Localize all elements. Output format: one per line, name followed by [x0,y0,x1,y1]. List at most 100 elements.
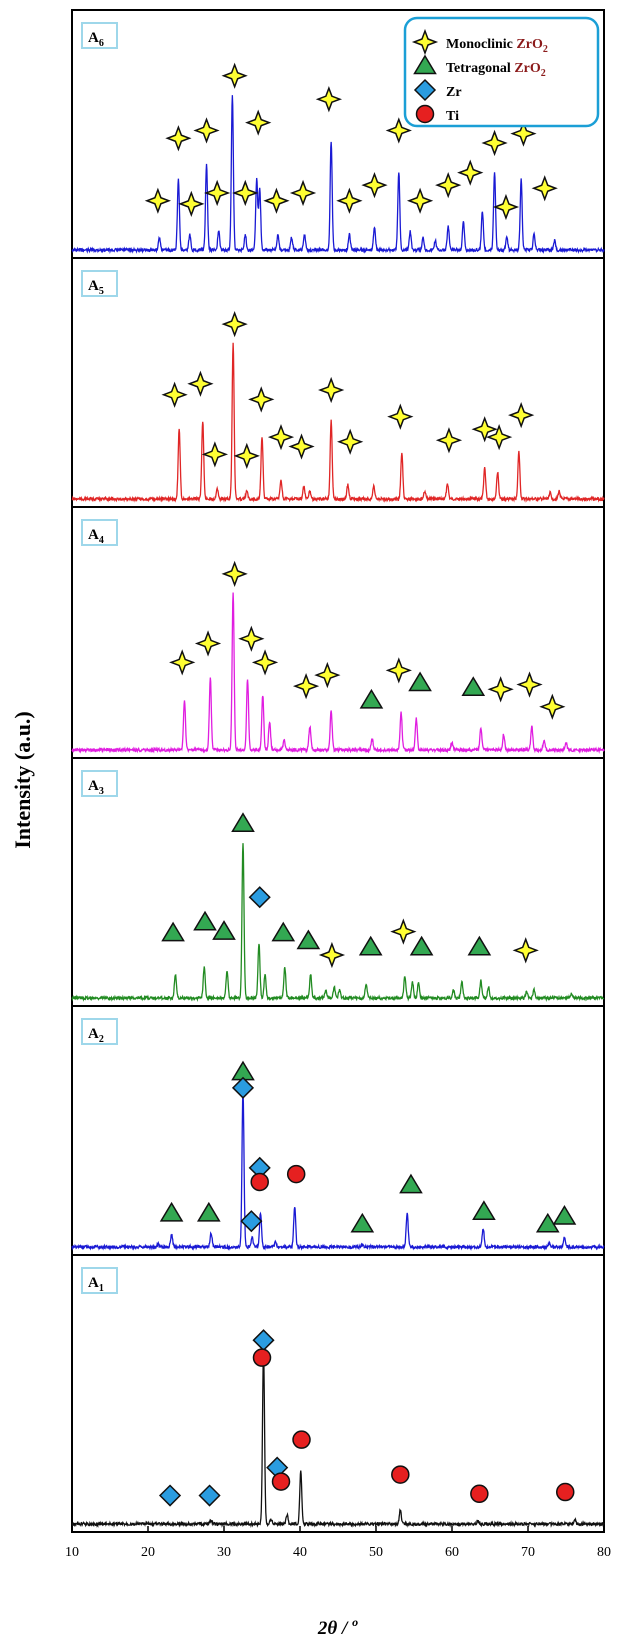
star-marker [233,442,260,470]
panel-label-box [81,1267,118,1294]
triangle-marker [359,688,384,709]
panel-frame [71,1005,605,1256]
triangle-marker [350,1212,375,1233]
phase-markers [144,62,558,221]
star-marker [221,560,248,588]
circle-icon [415,104,435,124]
star-icon [411,28,439,56]
star-marker [387,403,414,430]
triangle-marker [271,921,296,942]
triangle-marker [409,935,434,956]
star-marker [516,671,543,698]
diffraction-curve [71,95,605,255]
circle-marker [391,1465,410,1484]
circle-marker [250,1172,269,1192]
star-marker [390,918,417,945]
diamond-marker [252,1329,275,1352]
triangle-marker [231,812,255,833]
panel-frame [71,757,605,1007]
triangle-marker [358,935,383,956]
panel-a1: A1 [71,1254,605,1533]
x-tick-label: 20 [141,1545,155,1560]
star-marker [457,159,484,186]
star-marker [194,630,222,657]
phase-markers [158,1329,575,1507]
diffraction-curve [71,1089,605,1252]
star-marker [385,117,412,144]
star-marker [221,62,248,89]
triangle-marker [212,920,236,940]
star-marker [245,109,272,136]
diamond-marker [248,886,271,909]
panel-label-box [81,270,118,297]
circle-marker [252,1348,272,1367]
star-marker [201,441,229,468]
triangle-marker [467,935,492,956]
star-marker [289,179,317,207]
panel-label: A6 [81,22,118,49]
panel-label-text: A6 [88,30,104,49]
panel-a3: A3 [71,757,605,1007]
star-marker [232,179,259,207]
star-marker [487,676,514,703]
star-marker [492,193,520,221]
panel-label-box [81,1018,118,1045]
star-marker [508,401,535,429]
star-marker [263,187,290,214]
panel-frame [71,506,605,759]
legend-entry-label: Ti [446,109,459,124]
triangle-marker [461,676,486,696]
star-marker [267,423,295,451]
star-marker [169,649,196,676]
diamond-marker [240,1210,263,1233]
star-marker [336,187,363,214]
triangle-marker [535,1212,560,1233]
x-tick-label: 50 [369,1545,383,1560]
diamond-marker [231,1076,255,1099]
star-marker [165,125,192,152]
star-marker [193,117,220,144]
x-axis-label: 2θ / o [317,1615,358,1639]
diamond-icon [413,78,437,102]
phase-markers [169,560,566,720]
star-marker [318,941,346,969]
legend: Monoclinic ZrO2 Tetragonal ZrO2 Zr Ti [403,16,600,128]
star-marker [481,129,508,157]
diamond-marker [198,1484,221,1507]
panel-label-box [81,22,118,49]
panel-label-text: A2 [88,1026,104,1045]
x-tick-label: 60 [445,1545,459,1560]
star-marker [238,625,265,652]
triangle-marker [193,910,217,931]
star-marker [318,376,345,404]
circle-marker [271,1472,291,1491]
circle-marker [292,1430,311,1449]
star-marker [161,381,188,408]
star-marker [288,433,315,460]
diffraction-curve [71,843,605,1002]
star-marker [485,423,513,451]
star-marker [314,661,341,689]
triangle-icon [413,54,437,75]
panel-frame [71,1254,605,1533]
x-tick-label: 80 [597,1545,611,1560]
star-marker [435,427,463,454]
star-marker [144,187,172,214]
panel-label-text: A4 [88,527,104,546]
panel-a5: A5 [71,257,605,508]
triangle-marker [161,921,185,942]
star-marker [539,693,566,720]
y-axis-label: Intensity (a.u.) [10,711,35,849]
x-tick-label: 10 [65,1545,79,1560]
star-marker [385,657,412,684]
triangle-marker [552,1204,577,1225]
panel-label: A1 [81,1267,118,1294]
diamond-marker [158,1484,182,1507]
diffraction-curve [71,592,605,754]
star-marker [292,673,320,700]
x-tick-label: 40 [293,1545,307,1560]
star-marker [204,179,231,207]
panel-label: A5 [81,270,118,297]
x-axis: 10 20 30 40 50 60 70 80 [65,1526,611,1560]
star-marker [337,428,364,455]
